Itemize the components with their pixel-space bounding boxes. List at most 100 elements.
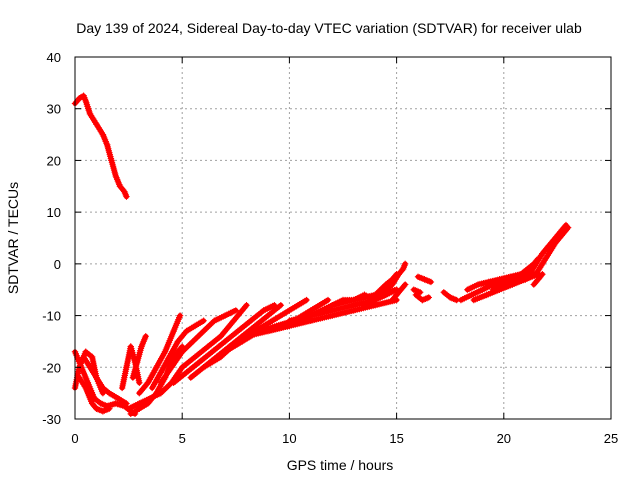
data-point <box>104 406 111 413</box>
data-point <box>415 288 422 295</box>
data-point <box>183 344 190 351</box>
data-point <box>94 406 102 413</box>
data-point <box>97 400 104 407</box>
data-point <box>522 267 529 274</box>
data-point <box>201 345 208 353</box>
data-point <box>162 385 169 392</box>
data-point <box>172 378 179 385</box>
data-point <box>382 281 390 288</box>
data-point <box>198 348 205 355</box>
data-point <box>179 364 186 371</box>
data-point <box>188 339 195 347</box>
data-point <box>209 339 216 346</box>
data-point <box>252 313 259 321</box>
data-point <box>190 371 198 379</box>
data-point <box>511 276 518 283</box>
data-point <box>415 294 423 301</box>
data-point <box>400 282 408 290</box>
data-point <box>208 320 215 327</box>
data-point <box>200 327 207 335</box>
data-point <box>165 382 172 389</box>
data-point <box>180 371 187 379</box>
data-point <box>82 348 89 355</box>
x-tick-label: 20 <box>497 431 511 446</box>
data-point <box>247 317 255 324</box>
data-point <box>416 274 423 281</box>
data-point <box>176 374 184 381</box>
data-point <box>178 373 185 380</box>
data-point <box>186 366 193 374</box>
data-point <box>250 314 258 322</box>
series-track-36 <box>530 271 546 288</box>
data-point <box>143 381 150 388</box>
data-point <box>258 308 266 315</box>
data-point <box>517 271 525 278</box>
data-point <box>253 321 260 328</box>
data-point <box>376 287 383 294</box>
data-point <box>564 224 572 231</box>
data-point <box>236 326 243 333</box>
data-point <box>264 312 272 319</box>
data-point <box>104 388 111 396</box>
data-point <box>99 400 106 408</box>
data-point <box>425 294 432 301</box>
series-track-34 <box>526 221 570 278</box>
data-point <box>257 309 264 317</box>
data-point <box>106 405 113 412</box>
data-point <box>218 340 226 348</box>
data-point <box>254 312 261 319</box>
data-point <box>263 313 270 321</box>
data-point <box>520 268 528 275</box>
series-track-13 <box>170 302 278 386</box>
data-point <box>385 278 393 286</box>
data-point <box>136 379 143 386</box>
data-point <box>229 331 237 339</box>
data-point <box>188 356 196 363</box>
data-point <box>207 349 214 357</box>
data-point <box>160 386 168 394</box>
data-point <box>186 341 194 348</box>
data-point <box>182 361 189 368</box>
data-point <box>420 296 428 303</box>
series-track-10 <box>136 312 184 397</box>
series-track-4 <box>76 374 113 415</box>
data-point <box>95 398 103 406</box>
data-point <box>199 347 207 354</box>
series-track-5 <box>80 353 130 407</box>
data-point <box>199 356 206 363</box>
data-point <box>102 387 110 394</box>
data-point <box>375 288 382 296</box>
data-point <box>189 338 197 345</box>
data-point <box>212 345 219 353</box>
data-point <box>538 272 545 279</box>
data-point <box>447 294 454 301</box>
data-point <box>303 296 310 304</box>
data-point <box>202 353 209 361</box>
data-point <box>206 321 213 329</box>
data-point <box>373 290 380 297</box>
series-track-1 <box>71 92 130 200</box>
data-point <box>205 323 212 330</box>
x-tick-label: 25 <box>604 431 618 446</box>
data-point <box>423 294 431 302</box>
data-point <box>196 358 203 366</box>
data-point <box>185 342 192 350</box>
data-point <box>412 287 419 294</box>
data-point <box>204 343 212 350</box>
plot-frame <box>74 56 612 420</box>
data-point <box>274 304 281 312</box>
data-point <box>204 352 211 359</box>
data-point <box>231 330 238 337</box>
data-point <box>448 294 456 302</box>
data-point <box>96 406 103 414</box>
data-point <box>201 326 209 333</box>
data-point <box>152 391 159 398</box>
data-point <box>85 351 93 358</box>
data-point <box>214 335 221 343</box>
data-point <box>197 357 205 365</box>
x-tick-label: 0 <box>71 431 78 446</box>
data-point <box>194 360 201 367</box>
data-point <box>170 379 177 386</box>
data-point <box>234 327 242 335</box>
